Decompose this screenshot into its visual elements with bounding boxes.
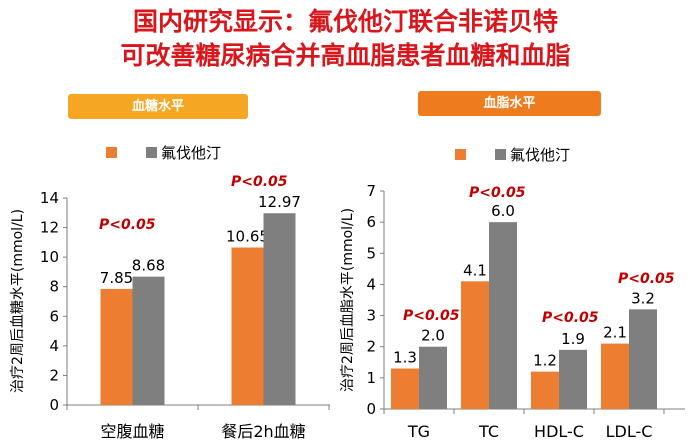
chart2-p-value-annotation: P<0.05 xyxy=(542,310,599,326)
chart2-y-tick-label: 7 xyxy=(366,182,376,200)
chart2-y-tick-label: 2 xyxy=(366,338,376,356)
chart2-data-label: 6.0 xyxy=(491,202,515,220)
chart1-y-tick-label: 4 xyxy=(49,337,59,355)
chart1-y-tick-label: 10 xyxy=(40,248,59,266)
chart2-p-value-annotation: P<0.05 xyxy=(618,271,675,287)
chart2-data-label: 1.2 xyxy=(533,352,557,370)
chart2-legend-label-2: 氟伐他汀 xyxy=(510,146,570,164)
chart2-p-value-annotation: P<0.05 xyxy=(469,185,526,201)
chart2-data-label: 4.1 xyxy=(463,261,487,279)
header-blood-glucose: 血糖水平 xyxy=(68,94,248,119)
header-blood-lipid: 血脂水平 xyxy=(418,91,601,116)
chart2-bar-series1 xyxy=(391,368,419,409)
chart1-p-value-annotation: P<0.05 xyxy=(99,217,156,233)
chart1-y-tick-label: 2 xyxy=(49,366,59,384)
chart1-y-tick-label: 8 xyxy=(49,278,59,296)
chart2-y-tick-label: 3 xyxy=(366,307,376,325)
chart2-category-label: TG xyxy=(407,422,430,441)
chart1-bar-series2 xyxy=(132,276,165,405)
chart1-bar-series1 xyxy=(231,247,264,405)
chart2-data-label: 1.3 xyxy=(393,349,417,367)
chart1-y-tick-label: 14 xyxy=(40,189,59,207)
chart1-category-label: 空腹血糖 xyxy=(100,422,164,441)
chart2-bar-series2 xyxy=(559,349,587,409)
chart2-category-label: TC xyxy=(478,422,499,441)
chart2-data-label: 1.9 xyxy=(561,330,585,348)
title-line-1: 国内研究显示：氟伐他汀联合非诺贝特 xyxy=(132,7,558,36)
title-line-2: 可改善糖尿病合并高血脂患者血糖和血脂 xyxy=(120,41,571,70)
chart1-bar-series2 xyxy=(263,213,296,405)
chart1-category-label: 餐后2h血糖 xyxy=(221,422,305,441)
chart1-y-tick-label: 0 xyxy=(49,396,59,414)
chart1-data-label: 8.68 xyxy=(132,257,165,275)
chart2-p-value-annotation: P<0.05 xyxy=(403,308,460,324)
chart1-bar-series1 xyxy=(100,288,133,405)
chart2-bar-series2 xyxy=(489,222,517,409)
chart2-legend-swatch-1 xyxy=(455,149,466,160)
chart2-bar-series2 xyxy=(629,309,657,409)
chart2-y-tick-label: 4 xyxy=(366,275,376,293)
chart2-y-tick-label: 0 xyxy=(366,400,376,418)
chart2-category-label: HDL-C xyxy=(534,422,584,441)
chart1-legend-label-2: 氟伐他汀 xyxy=(161,144,221,162)
chart1-legend-swatch-1 xyxy=(106,147,117,158)
chart1-y-tick-label: 12 xyxy=(40,219,59,237)
chart2-bar-series1 xyxy=(601,343,629,409)
chart2-y-axis-title: 治疗2周后血脂水平(mmol/L) xyxy=(340,208,356,392)
chart1-y-tick-label: 6 xyxy=(49,307,59,325)
chart2-data-label: 2.1 xyxy=(603,324,627,342)
chart1-data-label: 12.97 xyxy=(258,193,301,211)
chart2-data-label: 2.0 xyxy=(421,327,445,345)
chart2-y-tick-label: 1 xyxy=(366,369,376,387)
chart2-bar-series2 xyxy=(419,346,447,409)
chart2-bar-series1 xyxy=(461,281,489,409)
chart2-category-label: LDL-C xyxy=(606,422,653,441)
chart1-legend-swatch-2 xyxy=(146,147,157,158)
chart1-p-value-annotation: P<0.05 xyxy=(231,174,288,190)
chart1-data-label: 7.85 xyxy=(100,269,133,287)
chart2-y-tick-label: 5 xyxy=(366,244,376,262)
chart1-data-label: 10.65 xyxy=(226,228,269,246)
chart2-y-tick-label: 6 xyxy=(366,213,376,231)
chart2-data-label: 3.2 xyxy=(631,289,655,307)
chart2-legend-swatch-2 xyxy=(495,149,506,160)
chart2-bar-series1 xyxy=(531,371,559,409)
chart1-y-axis-title: 治疗2周后血糖水平(mmol/L) xyxy=(10,209,26,393)
